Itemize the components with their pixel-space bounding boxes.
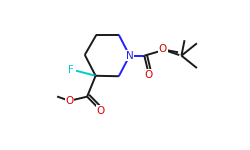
Text: O: O [96,106,105,116]
Text: O: O [159,45,167,54]
Text: F: F [68,65,74,75]
Text: O: O [145,70,153,80]
Text: O: O [65,96,74,106]
Text: N: N [126,51,134,61]
